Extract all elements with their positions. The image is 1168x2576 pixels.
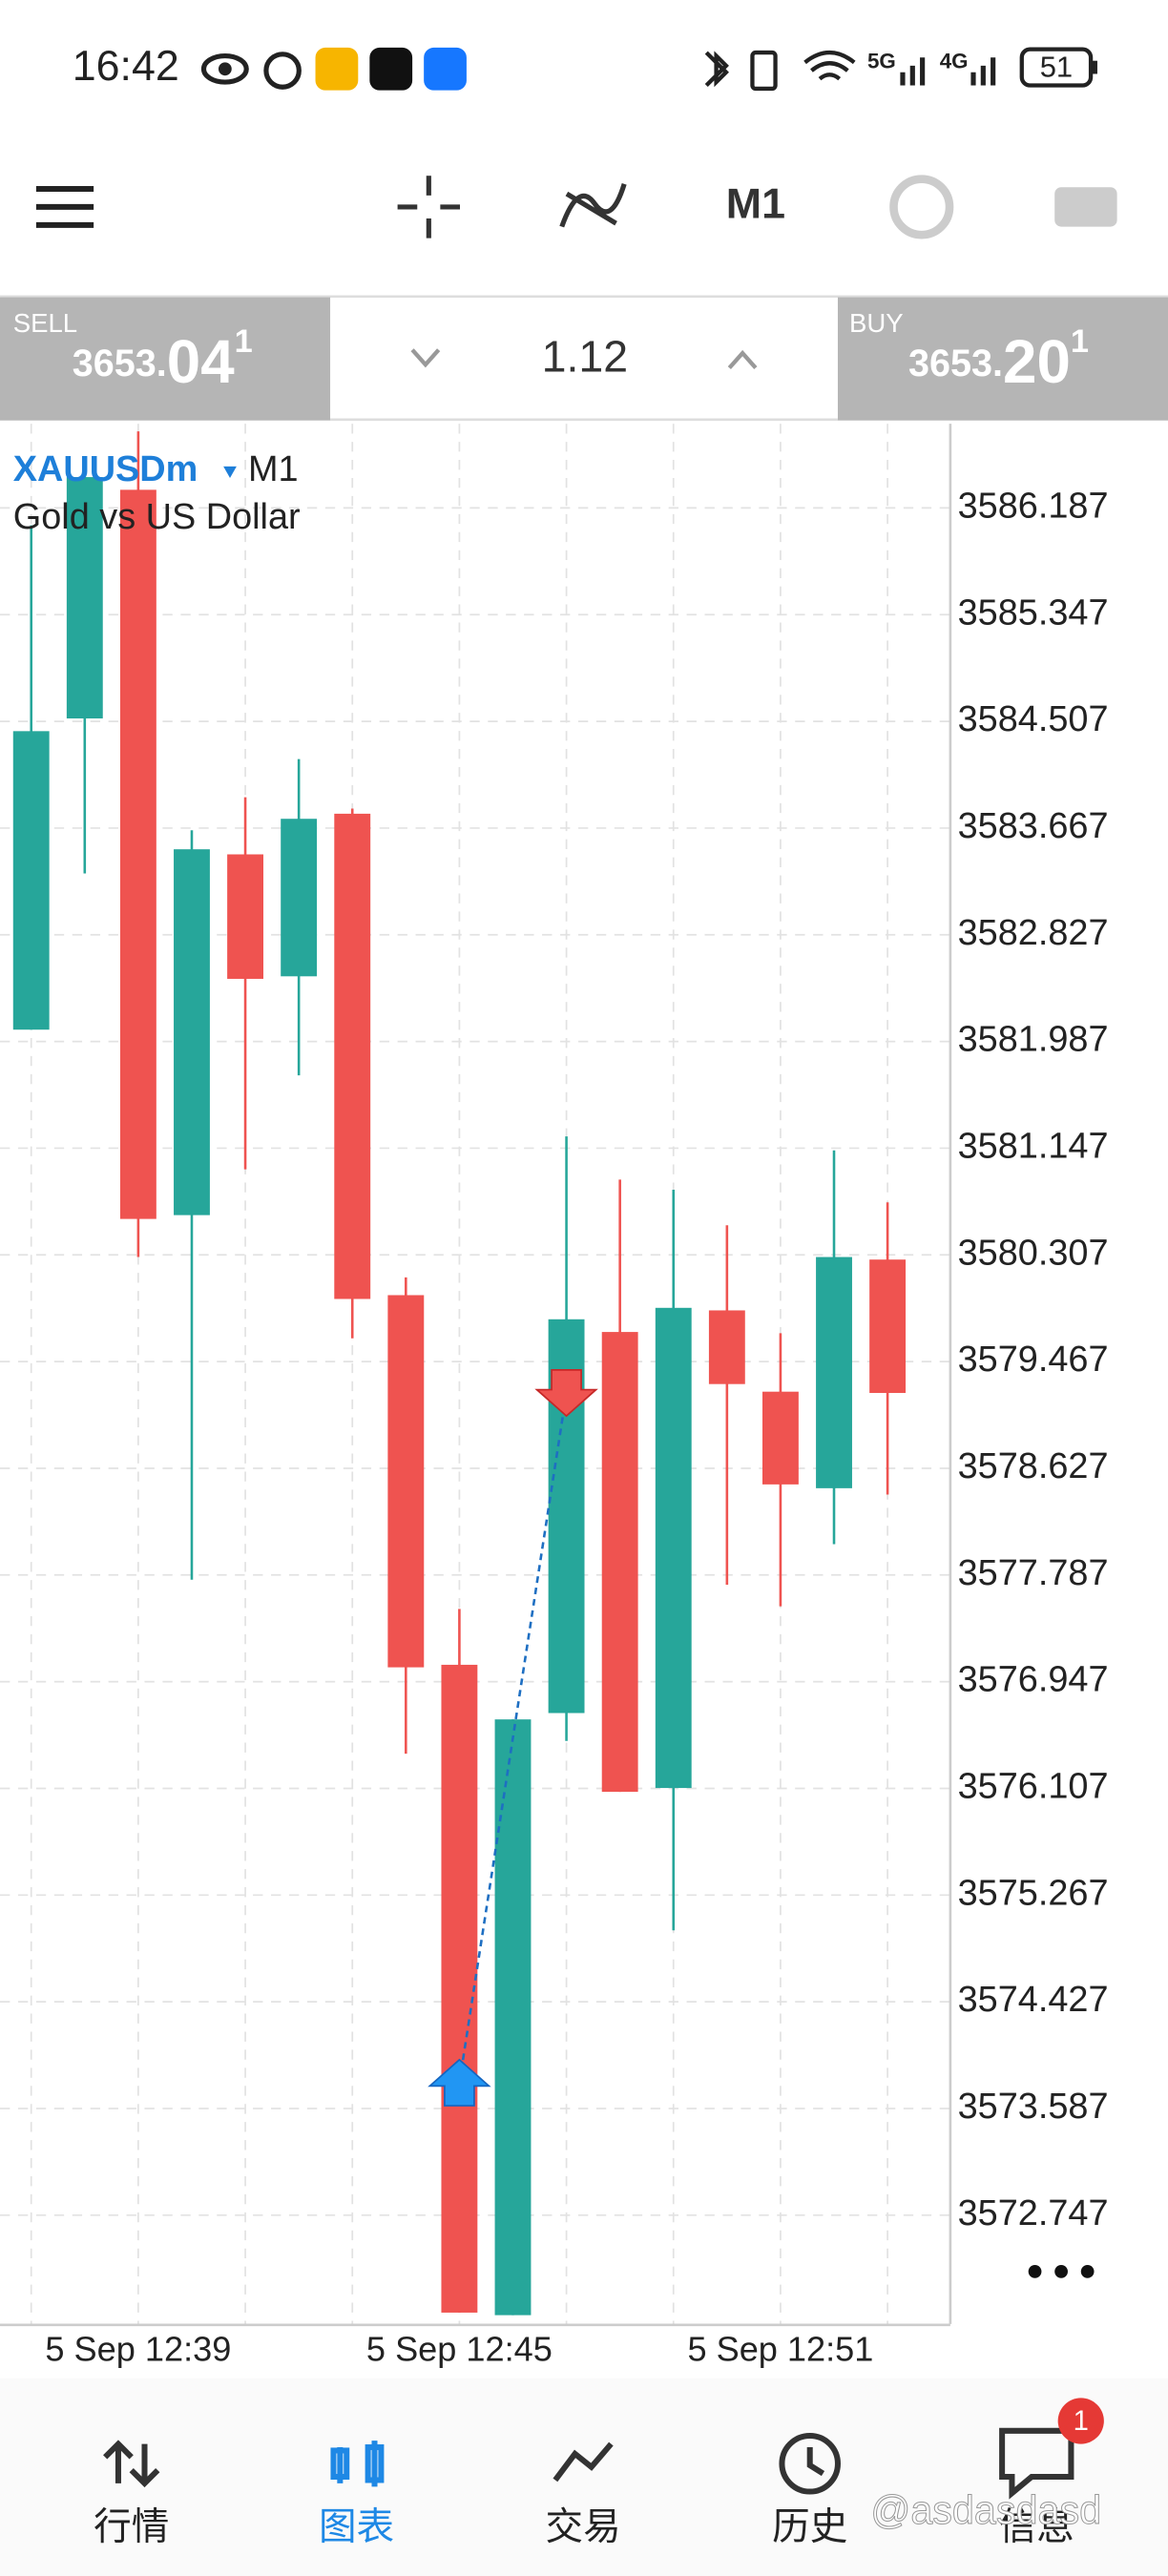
battery-level: 51	[1040, 50, 1073, 83]
y-tick-label: 3583.667	[958, 806, 1109, 846]
symbol-timeframe: M1	[248, 449, 299, 489]
price-pips: 04	[167, 328, 235, 396]
price-point: 1	[1071, 323, 1089, 360]
y-tick-label: 3577.787	[958, 1553, 1109, 1593]
menu-button[interactable]	[35, 185, 94, 228]
candle-body	[761, 1391, 799, 1485]
network-5g: 5G	[867, 49, 896, 73]
buy-arrow	[428, 2058, 491, 2107]
y-tick-label: 3575.267	[958, 1873, 1109, 1913]
candle-body	[601, 1332, 638, 1793]
symbol-name[interactable]: XAUUSDm	[13, 449, 198, 489]
more-button[interactable]	[1028, 2264, 1095, 2278]
network-4g: 4G	[940, 49, 969, 73]
candle-body	[494, 1719, 532, 2316]
watermark: @asdasdasd	[870, 2488, 1101, 2532]
y-tick-label: 3581.147	[958, 1126, 1109, 1166]
objects-button[interactable]	[889, 175, 954, 239]
buy-price: 3653.201	[908, 323, 1089, 396]
y-tick-label: 3574.427	[958, 1980, 1109, 2020]
y-tick-label: 3584.507	[958, 699, 1109, 739]
buy-button[interactable]	[837, 297, 1168, 421]
nav-label[interactable]: 历史	[772, 2505, 847, 2549]
y-tick-label: 3573.587	[958, 2087, 1109, 2127]
x-tick-label: 5 Sep 12:45	[366, 2330, 553, 2369]
candle-body	[66, 477, 103, 719]
trade-line	[458, 1392, 568, 2084]
volume[interactable]: 1.12	[542, 331, 628, 381]
sell-price: 3653.041	[73, 323, 253, 396]
x-tick-label: 5 Sep 12:39	[45, 2330, 231, 2369]
candle-body	[387, 1295, 425, 1668]
crosshair-button[interactable]	[397, 176, 461, 239]
indicators-button[interactable]	[559, 183, 627, 228]
candle-body	[869, 1259, 907, 1394]
trade-button[interactable]	[1054, 187, 1117, 227]
status-time: 16:42	[73, 42, 179, 90]
timeframe-button[interactable]: M1	[726, 180, 785, 228]
candle-body	[227, 854, 263, 979]
candle-body	[441, 1664, 478, 2313]
buy-label: BUY	[849, 308, 904, 338]
badge	[1057, 2398, 1104, 2444]
candle-body	[708, 1310, 745, 1384]
price-pips: 20	[1003, 328, 1071, 396]
status-icons	[200, 47, 1097, 92]
y-tick-label: 3580.307	[958, 1233, 1109, 1273]
candle-body	[119, 489, 156, 1219]
y-tick-label: 3585.347	[958, 592, 1109, 633]
candle-body	[174, 849, 210, 1215]
price-point: 1	[235, 323, 253, 360]
candle-body	[655, 1307, 692, 1789]
y-tick-label: 3582.827	[958, 913, 1109, 953]
nav-label[interactable]: 信息	[999, 2505, 1074, 2549]
chart: 3586.187 3585.347 3584.507 3583.667 3582.827…	[0, 424, 1109, 2369]
badge-count: 1	[1074, 2406, 1089, 2437]
sell-arrow	[534, 1369, 598, 1418]
y-tick-label: 3578.627	[958, 1446, 1109, 1486]
y-tick-label: 3576.107	[958, 1766, 1109, 1806]
nav-label[interactable]: 图表	[319, 2505, 394, 2549]
y-tick-label: 3586.187	[958, 486, 1109, 526]
y-tick-label: 3581.987	[958, 1020, 1109, 1060]
y-tick-label: 3579.467	[958, 1340, 1109, 1380]
candle-body	[281, 819, 318, 977]
price-main: 3653.	[908, 343, 1003, 384]
y-tick-label: 3572.747	[958, 2193, 1109, 2233]
sell-button[interactable]	[0, 297, 331, 421]
symbol-description: Gold vs US Dollar	[13, 497, 301, 537]
volume-up[interactable]	[727, 349, 758, 370]
candle-body	[816, 1257, 852, 1488]
price-main: 3653.	[73, 343, 167, 384]
candle-body	[334, 813, 371, 1299]
bottom-nav	[0, 2378, 1168, 2576]
nav-labels: 行情 图表 交易 历史 信息	[94, 2505, 1074, 2549]
x-tick-label: 5 Sep 12:51	[687, 2330, 873, 2369]
candle-body	[12, 731, 50, 1030]
volume-down[interactable]	[410, 348, 441, 368]
nav-label[interactable]: 交易	[546, 2505, 621, 2549]
nav-label[interactable]: 行情	[94, 2505, 169, 2549]
sell-label: SELL	[13, 308, 77, 338]
symbol-dropdown[interactable]	[223, 466, 237, 478]
y-tick-label: 3576.947	[958, 1660, 1109, 1700]
